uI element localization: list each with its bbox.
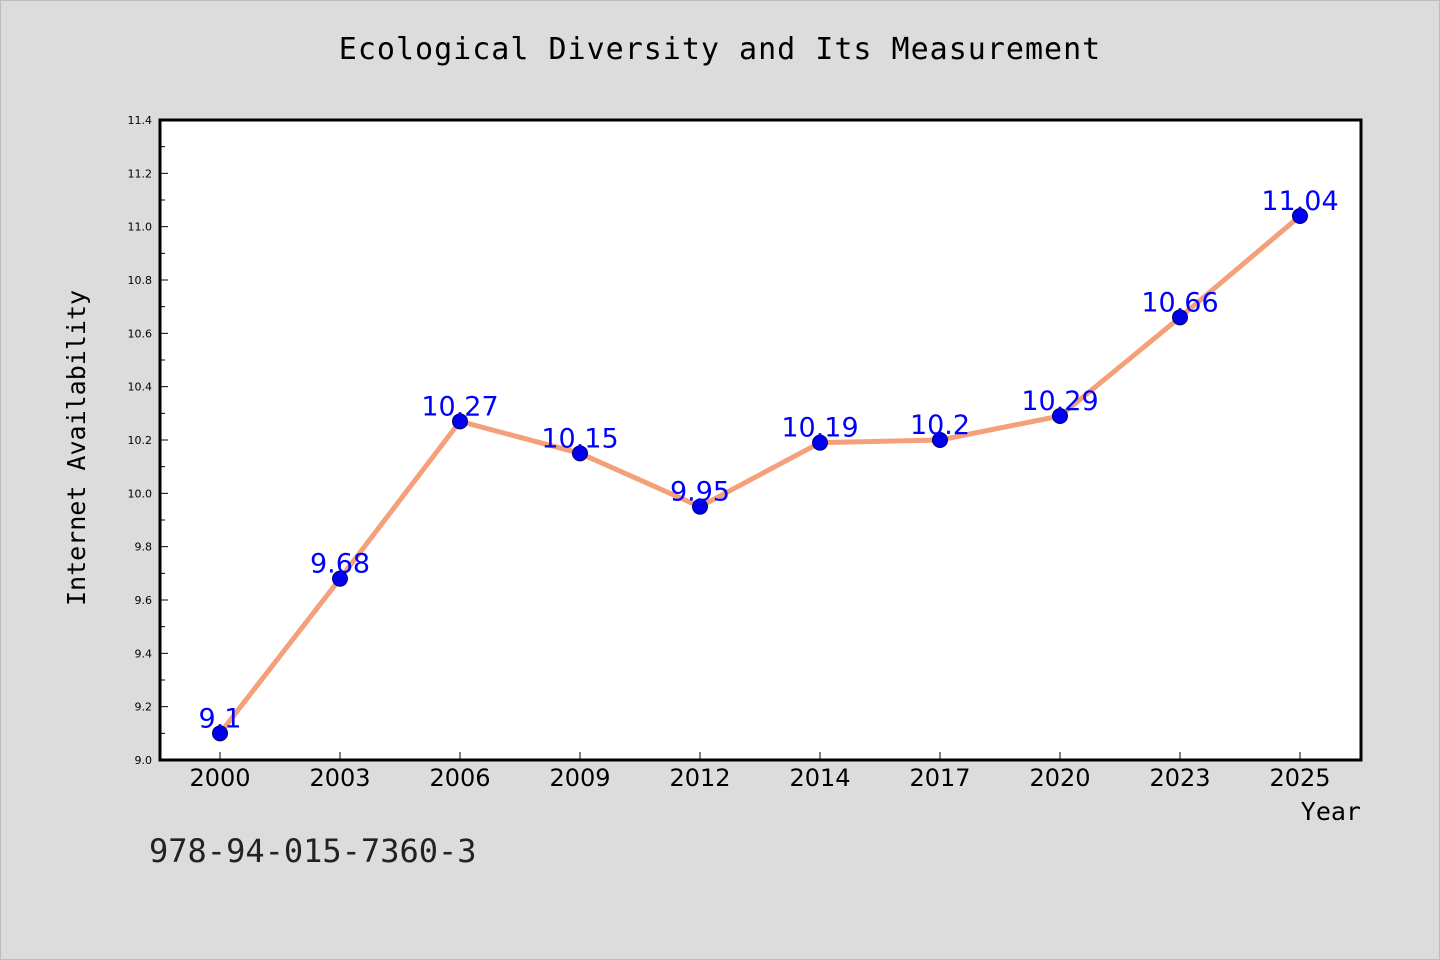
data-point xyxy=(692,498,708,515)
data-label: 11.04 xyxy=(1261,186,1338,217)
data-point xyxy=(1292,208,1308,224)
y-tick-label: 11.4 xyxy=(128,114,153,127)
data-label: 10.19 xyxy=(781,413,858,444)
y-tick-label: 10.4 xyxy=(128,381,153,394)
x-tick-label: 2023 xyxy=(1149,764,1210,792)
x-tick-label: 2000 xyxy=(189,764,250,792)
data-label: 9.68 xyxy=(310,549,370,580)
x-tick-label: 2014 xyxy=(789,764,850,792)
data-label: 10.2 xyxy=(910,410,970,441)
data-point xyxy=(1172,309,1188,326)
data-label: 10.66 xyxy=(1141,287,1218,318)
data-label: 9.1 xyxy=(199,703,242,734)
x-tick-label: 2009 xyxy=(549,764,610,792)
x-tick-label: 2025 xyxy=(1269,764,1330,792)
y-tick-label: 9.4 xyxy=(135,647,153,660)
y-tick-label: 10.2 xyxy=(128,434,153,447)
y-tick-label: 10.8 xyxy=(128,274,153,287)
data-point xyxy=(572,445,588,462)
x-tick-label: 2006 xyxy=(429,764,490,792)
chart-title: Ecological Diversity and Its Measurement xyxy=(338,32,1102,67)
data-point xyxy=(932,432,948,448)
data-point xyxy=(452,413,468,430)
x-tick-label: 2012 xyxy=(669,764,730,792)
x-tick-label: 2003 xyxy=(309,764,370,792)
y-tick-label: 11.0 xyxy=(128,221,153,234)
y-tick-label: 9.2 xyxy=(135,701,153,714)
data-point xyxy=(812,434,828,451)
y-tick-label: 9.0 xyxy=(135,754,153,767)
y-axis-label: Internet Availability xyxy=(62,290,91,606)
y-tick-label: 10.6 xyxy=(128,327,153,340)
data-label: 10.27 xyxy=(421,391,498,422)
plot-area xyxy=(158,118,1363,762)
y-tick-label: 11.2 xyxy=(128,167,153,180)
x-tick-label: 2020 xyxy=(1029,764,1090,792)
data-point xyxy=(1052,408,1068,424)
y-tick-label: 9.8 xyxy=(135,541,153,554)
y-tick-label: 10.0 xyxy=(128,487,153,500)
data-point xyxy=(212,725,228,742)
data-label: 10.15 xyxy=(541,423,618,454)
data-label: 9.95 xyxy=(670,477,730,508)
x-axis-label: Year xyxy=(1301,797,1361,826)
series-line xyxy=(217,213,1303,736)
y-tick-label: 9.6 xyxy=(135,594,153,607)
data-label: 10.29 xyxy=(1021,386,1098,417)
data-point xyxy=(332,570,348,587)
footer-code: 978-94-015-7360-3 xyxy=(149,832,477,870)
x-tick-label: 2017 xyxy=(909,764,970,792)
